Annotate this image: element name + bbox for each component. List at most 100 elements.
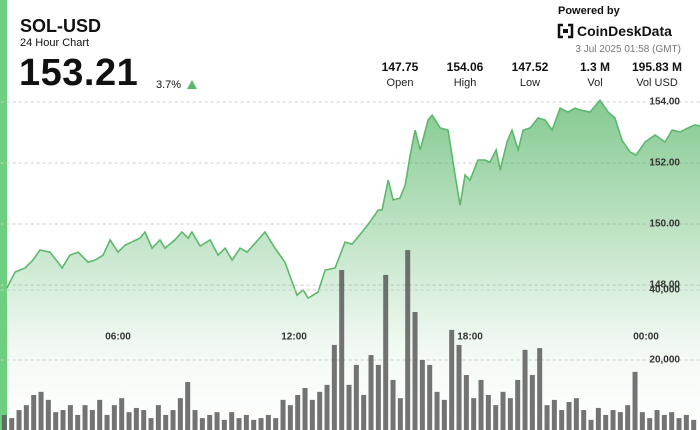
- volume-bar: [302, 387, 308, 430]
- y-tick-label: 150.00: [649, 219, 680, 230]
- volume-bar: [588, 419, 594, 430]
- volume-bar: [573, 398, 579, 430]
- volume-bar: [522, 349, 528, 430]
- y-tick-label: 20,000: [649, 355, 680, 366]
- volume-bar: [654, 410, 660, 430]
- volume-bar: [265, 414, 271, 430]
- volume-bar: [214, 412, 220, 430]
- volume-bar: [207, 414, 213, 430]
- volume-bar: [595, 407, 601, 430]
- volume-bar: [75, 414, 81, 430]
- volume-bar: [515, 379, 521, 430]
- symbol: SOL-USD: [20, 16, 101, 36]
- volume-bar: [251, 419, 257, 430]
- stat: 147.75 Open: [365, 60, 435, 89]
- volume-bar: [258, 418, 264, 430]
- volume-bar: [375, 364, 381, 430]
- volume-bar: [67, 405, 73, 430]
- up-arrow: [187, 80, 197, 89]
- volume-bar: [559, 410, 565, 430]
- stat-label: High: [453, 77, 477, 89]
- volume-bar: [537, 348, 543, 430]
- volume-bar: [60, 410, 66, 430]
- volume-bar: [566, 401, 572, 430]
- volume-bar: [610, 410, 616, 430]
- x-tick-label: 18:00: [457, 332, 483, 343]
- stat-label: Open: [386, 77, 414, 89]
- volume-bar: [639, 412, 645, 430]
- volume-bar: [427, 364, 433, 430]
- brand-logo: [557, 23, 574, 39]
- volume-bar: [625, 405, 631, 430]
- volume-bar: [192, 410, 198, 430]
- volume-bar: [632, 371, 638, 430]
- volume-bar: [405, 250, 411, 430]
- volume-bar: [676, 418, 682, 430]
- volume-bar: [45, 399, 51, 430]
- volume-bar: [669, 412, 675, 430]
- volume-bar: [456, 344, 462, 430]
- volume-bar: [163, 414, 169, 430]
- volume-bar: [23, 405, 29, 430]
- volume-bar: [441, 399, 447, 430]
- volume-bar: [331, 344, 337, 430]
- volume-bar: [493, 405, 499, 430]
- volume-bar: [111, 405, 117, 430]
- y-tick-label: 148.00: [649, 280, 680, 291]
- stat-value: 1.3 M: [579, 60, 610, 74]
- volume-bar: [449, 329, 455, 430]
- volume-bar: [221, 419, 227, 430]
- volume-bar: [133, 407, 139, 430]
- volume-bar: [229, 412, 235, 430]
- stat: 147.52 Low: [495, 60, 565, 89]
- stat-value: 154.06: [446, 60, 484, 74]
- volume-bar: [346, 384, 352, 430]
- volume-bar: [104, 414, 110, 430]
- volume-bar: [53, 412, 59, 430]
- timestamp: 3 Jul 2025 01:58 (GMT): [575, 44, 681, 55]
- volume-bar: [280, 399, 286, 430]
- y-tick-label: 152.00: [649, 158, 680, 169]
- volume-bar: [507, 398, 513, 430]
- volume-bar: [89, 410, 95, 430]
- volume-bar: [16, 410, 22, 430]
- volume-bar: [31, 394, 37, 430]
- stat: 195.83 M Vol USD: [622, 60, 692, 89]
- volume-bar: [647, 418, 653, 430]
- stat-label: Low: [519, 77, 541, 89]
- volume-bar: [295, 394, 301, 430]
- change: 3.7%: [156, 79, 182, 91]
- volume-bar: [544, 405, 550, 430]
- volume-bar: [170, 410, 176, 430]
- price: 153.21: [19, 52, 139, 94]
- volume-bar: [361, 394, 367, 430]
- volume-bar: [617, 412, 623, 430]
- stat-value: 195.83 M: [631, 60, 683, 74]
- volume-bar: [471, 398, 477, 430]
- stat-label: Vol USD: [636, 77, 678, 89]
- volume-bar: [551, 399, 557, 430]
- volume-bar: [126, 412, 132, 430]
- volume-bar: [287, 405, 293, 430]
- volume-bar: [155, 405, 161, 430]
- volume-bar: [38, 391, 44, 430]
- stat-value: 147.75: [381, 60, 419, 74]
- volume-bar: [273, 418, 279, 430]
- stat-label: Vol: [587, 77, 603, 89]
- volume-bar: [243, 414, 249, 430]
- x-tick-label: 00:00: [633, 332, 659, 343]
- volume-bar: [412, 312, 418, 430]
- volume-bar: [661, 414, 667, 430]
- volume-bar: [97, 399, 103, 430]
- subtitle: 24 Hour Chart: [20, 37, 90, 49]
- volume-bar: [199, 418, 205, 430]
- volume-bar: [397, 398, 403, 430]
- volume-bar: [529, 375, 535, 430]
- volume-bar: [141, 410, 147, 430]
- x-tick-label: 12:00: [281, 332, 307, 343]
- volume-bar: [9, 418, 15, 430]
- y-tick-label: 154.00: [649, 97, 680, 108]
- y-tick-label: 40,000: [649, 285, 680, 296]
- powered-by: Powered by: [558, 5, 620, 17]
- x-tick-label: 06:00: [105, 332, 131, 343]
